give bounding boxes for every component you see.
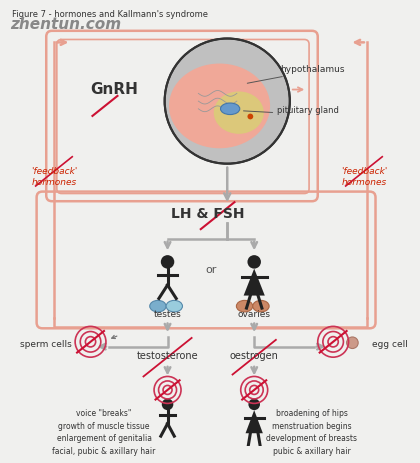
Text: ovaries: ovaries	[238, 310, 271, 319]
Text: pituitary gland: pituitary gland	[277, 106, 339, 115]
Text: LH & FSH: LH & FSH	[171, 206, 245, 220]
Text: 'feedback'
hormones: 'feedback' hormones	[31, 168, 77, 187]
Ellipse shape	[166, 300, 182, 312]
Text: zhentun.com: zhentun.com	[10, 17, 122, 32]
Ellipse shape	[236, 300, 253, 312]
Circle shape	[247, 255, 261, 269]
Text: hypothalamus: hypothalamus	[280, 65, 345, 74]
Ellipse shape	[214, 92, 264, 134]
Text: broadening of hips
menstruation begins
development of breasts
pubic & axillary h: broadening of hips menstruation begins d…	[266, 409, 357, 456]
Text: voice "breaks"
growth of muscle tissue
enlargement of genitalia
facial, pubic & : voice "breaks" growth of muscle tissue e…	[52, 409, 156, 456]
Circle shape	[161, 255, 174, 269]
Text: testes: testes	[154, 310, 181, 319]
Text: oestrogen: oestrogen	[230, 351, 278, 361]
Polygon shape	[244, 269, 265, 295]
Circle shape	[248, 399, 260, 410]
Ellipse shape	[253, 300, 269, 312]
Ellipse shape	[220, 103, 240, 114]
Text: GnRH: GnRH	[91, 82, 139, 97]
Text: egg cell: egg cell	[372, 339, 407, 349]
Text: or: or	[205, 265, 217, 275]
Ellipse shape	[150, 300, 166, 312]
Polygon shape	[246, 410, 263, 433]
Text: 'feedback'
hormones: 'feedback' hormones	[341, 168, 387, 187]
Ellipse shape	[169, 63, 270, 148]
Text: testosterone: testosterone	[137, 351, 198, 361]
Circle shape	[247, 113, 253, 119]
Circle shape	[165, 38, 290, 163]
Circle shape	[162, 399, 173, 410]
Text: sperm cells: sperm cells	[20, 339, 72, 349]
Text: Figure 7 - hormones and Kallmann's syndrome: Figure 7 - hormones and Kallmann's syndr…	[12, 10, 207, 19]
Circle shape	[346, 337, 358, 349]
